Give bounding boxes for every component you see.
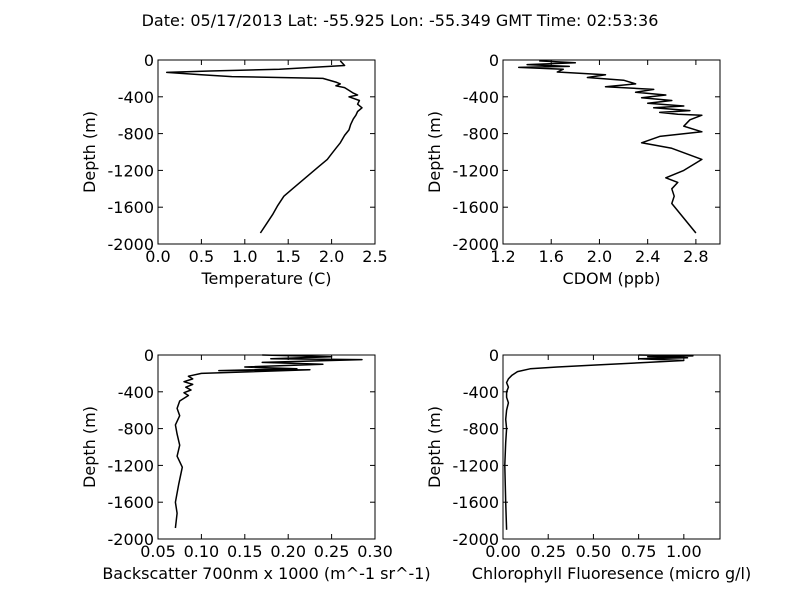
cdom-series-line [517,60,703,234]
cdom-ytick-label: -2000 [453,235,500,254]
chlorophyll-ytick-label: -800 [463,420,499,439]
cdom-xtick-label: 2.4 [635,247,660,266]
cdom-ytick-label: -1600 [453,198,500,217]
backscatter-xtick-label: 0.30 [357,542,393,561]
temperature-ylabel: Depth (m) [80,111,99,193]
cdom-ytick-label: -1200 [453,161,500,180]
chlorophyll-ytick-label: -400 [463,383,499,402]
cdom-xtick-label: 2.8 [683,247,708,266]
temperature-xtick-label: 1.5 [275,247,300,266]
cdom-xtick-label: 1.6 [538,247,563,266]
subplots: 0.0 0.5 1.0 1.5 2.0 2.5 0 -400 -800 -1200 -1600 -20… [80,51,751,583]
temperature-ytick-label: -2000 [108,235,155,254]
chlorophyll-ylabel: Depth (m) [425,406,444,488]
backscatter-ytick-label: 0 [144,346,154,365]
temperature-ytick-label: -1600 [108,198,155,217]
chlorophyll-ytick-label: -1200 [453,456,500,475]
figure-title: Date: 05/17/2013 Lat: -55.925 Lon: -55.3… [142,11,659,30]
temperature-ytick-label: 0 [144,51,154,70]
temperature-ytick-label: -400 [118,88,154,107]
backscatter-ytick-label: -800 [118,420,154,439]
temperature-ytick-label: -1200 [108,161,155,180]
cdom-ylabel: Depth (m) [425,111,444,193]
backscatter-ytick-label: -2000 [108,530,155,549]
backscatter-xtick-label: 0.10 [184,542,220,561]
temperature-xtick-label: 0.0 [145,247,170,266]
chlorophyll-xtick-label: 0.25 [530,542,566,561]
cdom-axes-frame [502,59,721,245]
cdom-xtick-label: 1.2 [490,247,515,266]
cdom-ytick-label: -800 [463,125,499,144]
backscatter-axes-frame [157,354,376,540]
backscatter-xtick-label: 0.15 [227,542,263,561]
chlorophyll-axes-frame [502,354,721,540]
chlorophyll-ytick-label: -1600 [453,493,500,512]
temperature-xlabel: Temperature (C) [200,269,331,288]
temperature-subplot: 0.0 0.5 1.0 1.5 2.0 2.5 0 -400 -800 -1200 -1600 -20… [80,51,388,288]
chlorophyll-xlabel: Chlorophyll Fluoresence (micro g/l) [472,564,751,583]
temperature-ytick-label: -800 [118,125,154,144]
backscatter-xtick-label: 0.05 [140,542,176,561]
cdom-xtick-label: 2.0 [587,247,612,266]
backscatter-ylabel: Depth (m) [80,406,99,488]
chlorophyll-series-line [504,354,694,530]
temperature-axes-frame [157,59,376,245]
chlorophyll-xtick-label: 0.50 [576,542,612,561]
chlorophyll-xtick-label: 1.00 [666,542,702,561]
cdom-xlabel: CDOM (ppb) [563,269,661,288]
backscatter-series-line [174,354,363,529]
temperature-xtick-label: 1.0 [232,247,257,266]
backscatter-ytick-label: -1600 [108,493,155,512]
cdom-ytick-label: 0 [489,51,499,70]
backscatter-xtick-label: 0.25 [314,542,350,561]
backscatter-xtick-label: 0.20 [270,542,306,561]
temperature-xtick-label: 2.0 [319,247,344,266]
backscatter-ytick-label: -400 [118,383,154,402]
cdom-ytick-label: -400 [463,88,499,107]
chlorophyll-xtick-label: 0.75 [621,542,657,561]
temperature-xtick-label: 0.5 [189,247,214,266]
temperature-xtick-label: 2.5 [362,247,387,266]
temperature-series-line [165,60,363,234]
chlorophyll-ytick-label: -2000 [453,530,500,549]
cdom-subplot: 1.2 1.6 2.0 2.4 2.8 0 -400 -800 -1200 -1600 -2000 C… [425,51,721,288]
backscatter-subplot: 0.05 0.10 0.15 0.20 0.25 0.30 0 -400 -800 -1200 -1… [80,346,431,583]
chlorophyll-subplot: 0.00 0.25 0.50 0.75 1.00 0 -400 -800 -1200 -1600 -… [425,346,751,583]
chlorophyll-xtick-label: 0.00 [485,542,521,561]
chlorophyll-ytick-label: 0 [489,346,499,365]
backscatter-xlabel: Backscatter 700nm x 1000 (m^-1 sr^-1) [102,564,430,583]
backscatter-ytick-label: -1200 [108,456,155,475]
